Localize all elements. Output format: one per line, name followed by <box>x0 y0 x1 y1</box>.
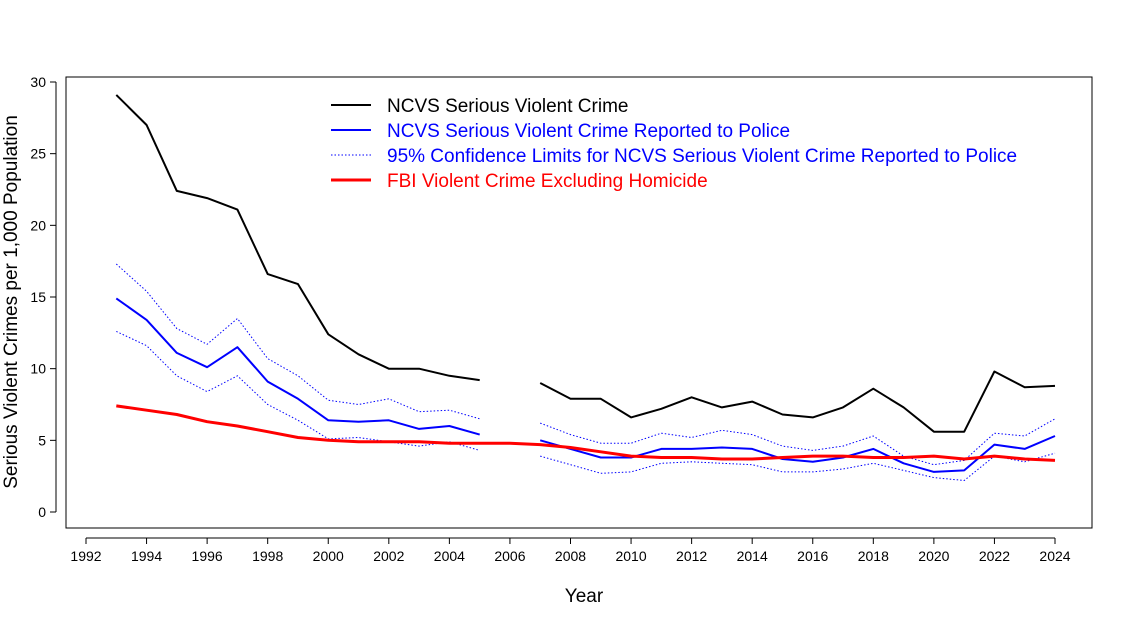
series-line-95-confidence-limits-lower <box>540 452 1056 481</box>
y-axis-title: Serious Violent Crimes per 1,000 Populat… <box>1 115 22 489</box>
x-tick-label: 1996 <box>192 548 223 564</box>
series-line-95-confidence-limits-for-ncvs-serious-violent-crime-reported-to-police <box>115 263 480 420</box>
x-tick-label: 2002 <box>373 548 404 564</box>
x-tick-label: 2012 <box>676 548 707 564</box>
series-layer <box>115 94 1056 481</box>
y-tick-label: 5 <box>38 432 46 448</box>
x-tick-label: 2010 <box>615 548 646 564</box>
series-line-ncvs-serious-violent-crime-reported-to-police <box>539 435 1056 473</box>
legend-label: 95% Confidence Limits for NCVS Serious V… <box>387 146 1017 167</box>
x-tick-label: 2004 <box>434 548 465 564</box>
x-tick-label: 2018 <box>858 548 889 564</box>
x-tick-label: 2014 <box>737 548 768 564</box>
legend-label: NCVS Serious Violent Crime Reported to P… <box>387 121 790 142</box>
y-tick-label: 20 <box>30 217 46 233</box>
plot-frame <box>65 76 1093 529</box>
y-tick-label: 10 <box>30 361 46 377</box>
x-tick-label: 2000 <box>313 548 344 564</box>
x-tick-label: 1998 <box>252 548 283 564</box>
series-line-ncvs-serious-violent-crime <box>115 94 480 382</box>
series-line-95-confidence-limits-lower <box>116 330 480 451</box>
series-line-95-confidence-limits-for-ncvs-serious-violent-crime-reported-to-police <box>540 418 1056 466</box>
y-tick-label: 0 <box>38 504 46 520</box>
x-tick-label: 2022 <box>979 548 1010 564</box>
x-axis: 1992 1994 1996 1998 2000 2002 2004 2006 2008 2010… <box>70 537 1071 564</box>
series-line-ncvs-serious-violent-crime-reported-to-police <box>115 297 480 436</box>
y-tick-label: 25 <box>30 146 46 162</box>
x-tick-label: 2006 <box>494 548 525 564</box>
x-tick-label: 2008 <box>555 548 586 564</box>
series-line-fbi-violent-crime-excluding-homicide <box>116 404 1056 462</box>
x-tick-label: 2024 <box>1039 548 1070 564</box>
y-tick-label: 15 <box>30 289 46 305</box>
x-tick-label: 1992 <box>70 548 101 564</box>
legend-label: FBI Violent Crime Excluding Homicide <box>387 171 708 192</box>
series-line-ncvs-serious-violent-crime <box>539 370 1056 433</box>
y-tick-label: 30 <box>30 74 46 90</box>
x-axis-title: Year <box>565 586 604 607</box>
legend: NCVS Serious Violent Crime NCVS Serious V… <box>331 96 1017 192</box>
y-axis: 0 5 10 15 20 25 30 <box>30 74 57 520</box>
x-tick-label: 2020 <box>918 548 949 564</box>
legend-label: NCVS Serious Violent Crime <box>387 96 628 117</box>
x-tick-label: 1994 <box>131 548 162 564</box>
x-tick-label: 2016 <box>797 548 828 564</box>
